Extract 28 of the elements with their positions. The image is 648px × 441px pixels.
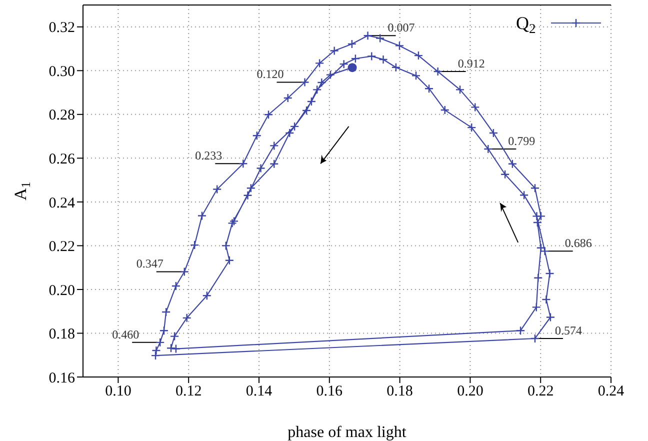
x-tick-label: 0.20 <box>457 384 484 400</box>
y-tick-label: 0.20 <box>48 282 75 299</box>
annotation: 0.912 <box>458 56 485 71</box>
annotation: 0.460 <box>112 327 140 342</box>
legend-label: Q$_{2}$ <box>516 13 536 36</box>
x-tick-label: 0.12 <box>175 384 202 400</box>
y-tick-label: 0.30 <box>48 64 75 80</box>
annotation: 0.233 <box>195 148 222 163</box>
y-tick-label: 0.22 <box>48 239 75 256</box>
y-tick-label: 0.24 <box>48 195 76 212</box>
y-tick-label: 0.26 <box>48 152 76 168</box>
y-tick-label: 0.18 <box>48 326 75 343</box>
y-tick-label: 0.16 <box>48 370 76 386</box>
annotation: 0.686 <box>564 236 592 250</box>
x-tick-label: 0.14 <box>246 384 273 400</box>
y-tick-label: 0.32 <box>48 20 75 36</box>
annotation: 0.120 <box>256 67 284 82</box>
annotation: 0.347 <box>136 256 164 271</box>
x-tick-label: 0.22 <box>527 384 554 400</box>
annotation: 0.574 <box>554 323 582 338</box>
x-tick-label: 0.18 <box>386 384 413 400</box>
annotation: 0.799 <box>508 134 536 148</box>
x-axis-title: phase of max light <box>288 424 407 441</box>
x-tick-label: 0.16 <box>316 384 344 400</box>
x-tick-label: 0.10 <box>105 384 132 400</box>
y-tick-label: 0.28 <box>48 108 75 124</box>
annotation: 0.007 <box>388 20 415 35</box>
x-tick-label: 0.24 <box>598 384 625 400</box>
